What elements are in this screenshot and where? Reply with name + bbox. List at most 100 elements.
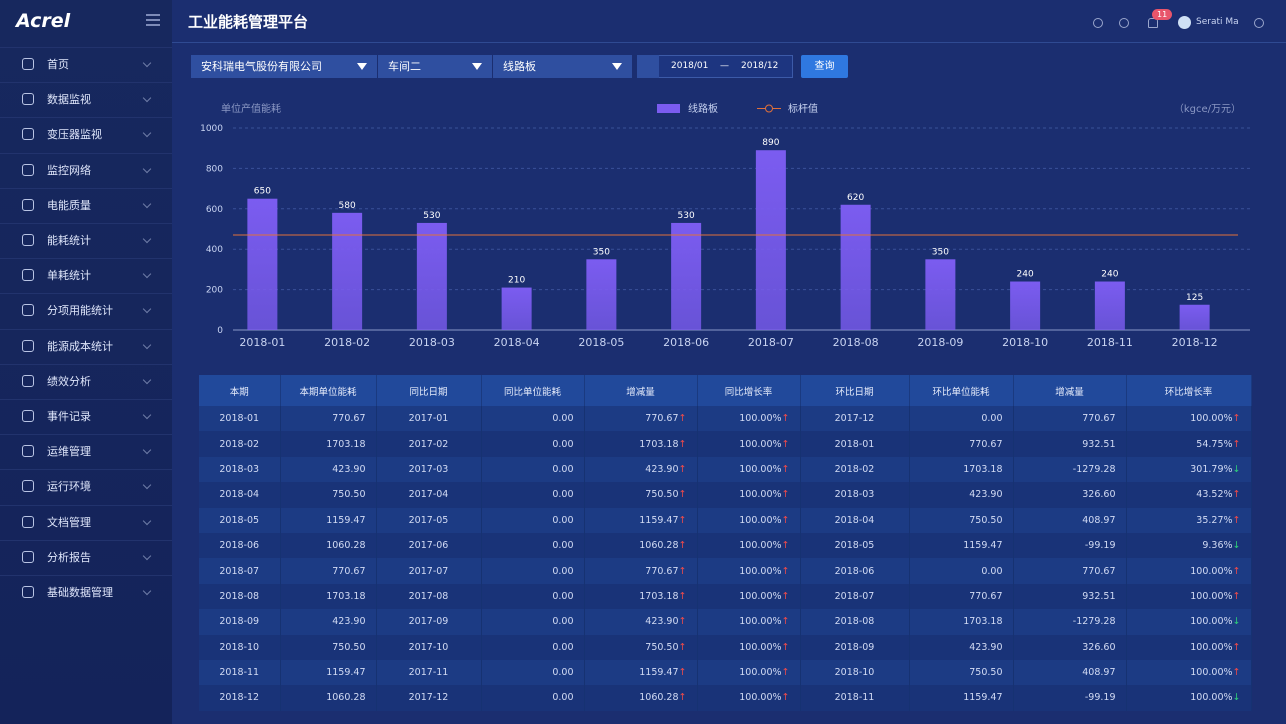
table-cell: 0.00	[481, 609, 585, 635]
table-cell: 0.00	[481, 558, 585, 584]
table-cell: 0.00	[481, 583, 585, 610]
table-cell: 750.50↑	[584, 482, 698, 508]
table-cell: 100.00%↑	[697, 583, 801, 610]
menu-item[interactable]: 电能质量	[0, 187, 172, 223]
search-icon[interactable]	[1093, 18, 1103, 28]
table-row: 2018-11 1159.47 2017-11 0.00 1159.47↑ 100.00%…	[199, 659, 1252, 686]
legend-label: 标杆值	[788, 102, 818, 115]
cell-text: 2017-09	[408, 616, 449, 628]
cell-text: 2018-10	[219, 641, 260, 653]
chevron	[142, 375, 152, 385]
cell-text: 100.00%	[739, 616, 782, 628]
trend-arrow: ↑	[1232, 565, 1241, 577]
workshop-select[interactable]: 车间二	[378, 55, 492, 78]
y-axis-label: 单位产值能耗	[221, 102, 281, 115]
cell-text: 2018-05	[219, 514, 260, 526]
cell-text: 100.00%	[739, 438, 782, 450]
y-tick-label: 400	[206, 245, 223, 255]
query-button[interactable]: 查询	[801, 55, 848, 78]
x-tick-label: 2018-04	[494, 336, 540, 349]
table-cell: 2018-09	[800, 634, 910, 660]
table-cell: 2017-12	[376, 685, 482, 711]
table-cell: 1159.47↑	[584, 659, 698, 686]
avatar[interactable]	[1178, 16, 1191, 29]
bar	[1179, 304, 1210, 330]
table-row: 2018-07 770.67 2017-07 0.00 770.67↑ 100.00%↑ 2…	[199, 558, 1252, 584]
cell-text: 2017-08	[408, 590, 449, 602]
table-cell: 408.97	[1013, 507, 1127, 533]
table-cell: 0.00	[481, 532, 585, 559]
help-icon[interactable]	[1119, 18, 1129, 28]
menu-item[interactable]: 变压器监视	[0, 117, 172, 152]
trend-arrow: ↓	[1232, 540, 1241, 552]
menu-item[interactable]: 绩效分析	[0, 363, 172, 399]
table-row: 2018-05 1159.47 2017-05 0.00 1159.47↑ 100.00%…	[199, 507, 1252, 533]
menu-item[interactable]: 文档管理	[0, 504, 172, 540]
table-cell: 0.00	[909, 406, 1014, 432]
menu-text: 能源成本统计	[47, 339, 113, 353]
table-cell: 423.90	[280, 456, 377, 483]
cell-text: 2018-08	[834, 616, 875, 628]
menu-item[interactable]: 监控网络	[0, 152, 172, 188]
end-date[interactable]: 2018/12	[741, 61, 779, 71]
trend-arrow: ↑	[678, 641, 687, 653]
cell-text: 770.67	[332, 565, 366, 577]
menu-toggle[interactable]	[146, 14, 160, 26]
trend-arrow: ↑	[678, 692, 687, 704]
table-cell: 1060.28↑	[584, 685, 698, 711]
table-cell: 2017-05	[376, 507, 482, 533]
line-select[interactable]: 线路板	[493, 55, 632, 78]
column-header: 本期	[199, 375, 281, 406]
table-cell: 2017-08	[376, 583, 482, 610]
table-header: 本期 本期单位能耗 同比日期 同比单位能耗 增减量 同比增长率 环比日期 环比单位能耗 增减量环…	[199, 375, 1252, 406]
table-row: 2018-02 1703.18 2017-02 0.00 1703.18↑ 100.00%…	[199, 431, 1252, 457]
menu-item[interactable]: 分析报告	[0, 539, 172, 575]
table-cell: 0.00	[909, 558, 1014, 584]
start-date[interactable]: 2018/01	[671, 61, 709, 71]
table-cell: 2018-05	[199, 507, 281, 533]
table-cell: 750.50↑	[584, 634, 698, 660]
table-cell: 2018-10	[199, 634, 281, 660]
menu-item[interactable]: 事件记录	[0, 399, 172, 434]
language-icon[interactable]	[1254, 18, 1264, 28]
menu-item[interactable]: 运行环境	[0, 469, 172, 504]
table-cell: 0.00	[481, 659, 585, 686]
menu-text: 分项用能统计	[47, 304, 113, 318]
company-select[interactable]: 安科瑞电气股份有限公司	[191, 55, 377, 78]
table-cell: 770.67↑	[584, 558, 698, 584]
menu-item[interactable]: 首页	[0, 47, 172, 82]
cell-text: 1060.28	[326, 692, 366, 704]
bar	[247, 198, 278, 330]
menu-text: 首页	[47, 58, 69, 71]
user-name[interactable]: Serati Ma	[1196, 17, 1239, 27]
table-cell: 1060.28	[280, 532, 377, 559]
menu-item[interactable]: 能耗统计	[0, 223, 172, 258]
menu-icon	[22, 586, 34, 598]
menu-item[interactable]: 数据监视	[0, 82, 172, 117]
cell-text: 0.00	[552, 438, 574, 450]
x-tick-label: 2018-12	[1172, 336, 1218, 349]
trend-arrow: ↓	[1232, 616, 1241, 628]
table-cell: 0.00	[481, 406, 585, 432]
bar	[671, 222, 702, 330]
menu-item[interactable]: 基础数据管理	[0, 575, 172, 610]
cell-text: 1703.18	[963, 463, 1003, 475]
menu-item[interactable]: 单耗统计	[0, 258, 172, 293]
table-cell: 2018-04	[800, 507, 910, 533]
trend-arrow: ↑	[678, 489, 687, 501]
logo: Acrel	[16, 10, 71, 32]
menu-item[interactable]: 分项用能统计	[0, 293, 172, 328]
table-cell: 2018-08	[199, 583, 281, 610]
table-cell: 1060.28↑	[584, 532, 698, 559]
menu-item[interactable]: 运维管理	[0, 434, 172, 469]
value-label: 240	[1101, 270, 1118, 280]
column-header: 环比增长率	[1126, 375, 1252, 406]
cell-text: 423.90	[969, 489, 1003, 501]
table-cell: 0.00	[481, 685, 585, 711]
table-cell: 100.00%↑	[1126, 406, 1252, 432]
cell-text: 0.00	[552, 413, 574, 425]
menu-item[interactable]: 能源成本统计	[0, 328, 172, 364]
menu-icon	[22, 58, 34, 70]
table-cell: 0.00	[481, 634, 585, 660]
